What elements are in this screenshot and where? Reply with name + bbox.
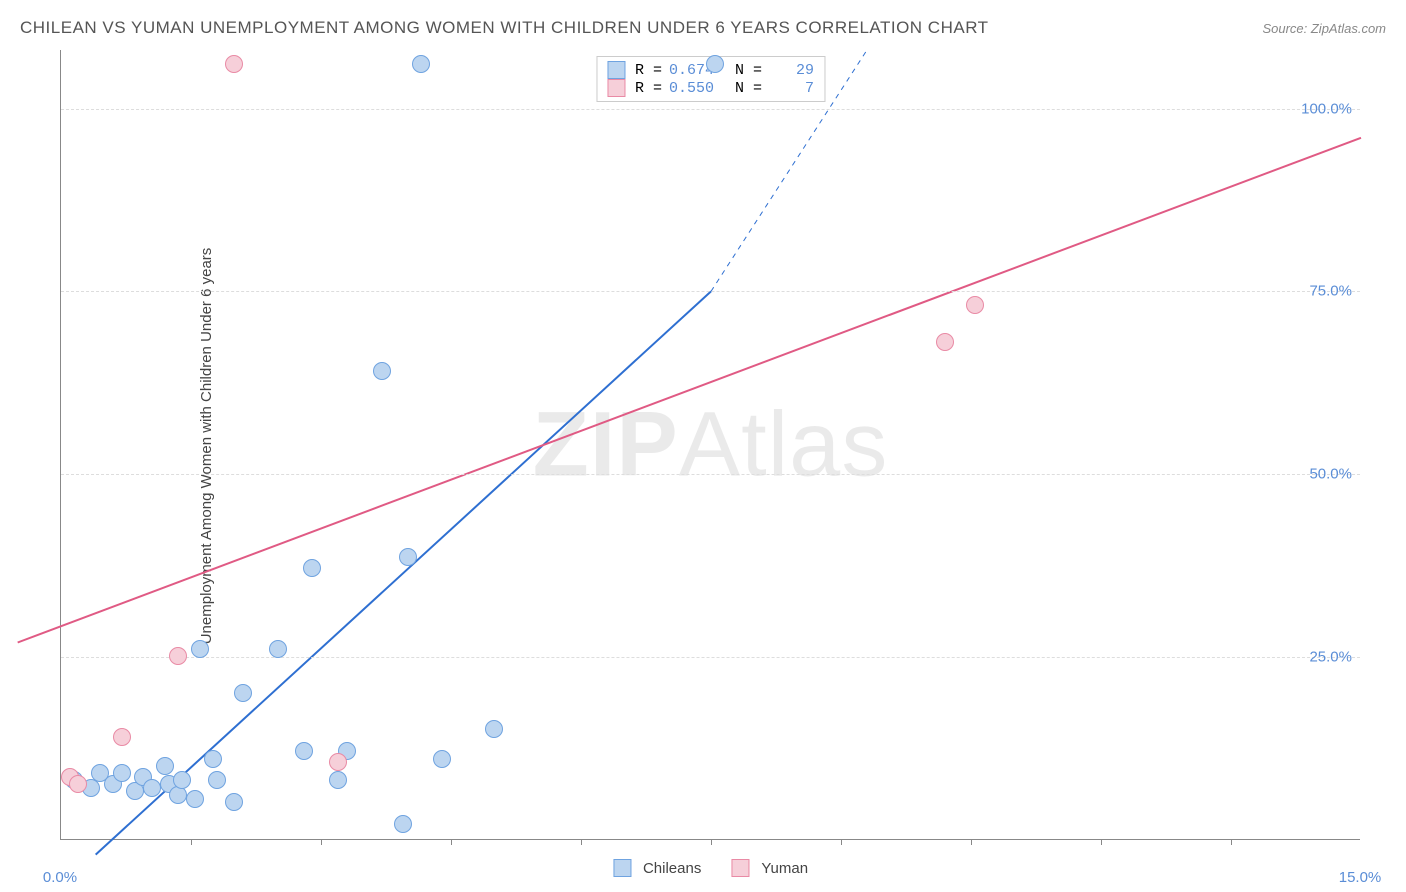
trend-line (18, 138, 1361, 643)
data-point (394, 815, 412, 833)
legend-label: Yuman (761, 860, 808, 877)
legend-swatch-yuman (731, 859, 749, 877)
watermark-text: ZIPAtlas (533, 392, 889, 497)
data-point (186, 790, 204, 808)
swatch-chileans (607, 61, 625, 79)
y-tick-label: 100.0% (1301, 100, 1352, 117)
x-tick-minor (581, 839, 582, 845)
x-tick-minor (971, 839, 972, 845)
trend-lines-svg (61, 50, 1360, 839)
data-point (485, 720, 503, 738)
legend-label: Chileans (643, 860, 701, 877)
data-point (225, 55, 243, 73)
stats-row-yuman: R = 0.550 N = 7 (607, 79, 814, 97)
data-point (269, 640, 287, 658)
y-tick-label: 50.0% (1309, 466, 1352, 483)
scatter-plot-area: ZIPAtlas R = 0.674 N = 29 R = 0.550 N = … (60, 50, 1360, 840)
swatch-yuman (607, 79, 625, 97)
data-point (69, 775, 87, 793)
r-value: 0.550 (668, 80, 714, 97)
legend-swatch-chileans (613, 859, 631, 877)
data-point (156, 757, 174, 775)
data-point (143, 779, 161, 797)
x-tick-minor (321, 839, 322, 845)
data-point (399, 548, 417, 566)
legend-item-yuman: Yuman (731, 859, 808, 877)
data-point (169, 647, 187, 665)
y-tick-label: 25.0% (1309, 649, 1352, 666)
data-point (234, 684, 252, 702)
data-point (295, 742, 313, 760)
legend-item-chileans: Chileans (613, 859, 701, 877)
gridline-horizontal (61, 109, 1360, 110)
x-tick-minor (1101, 839, 1102, 845)
data-point (936, 333, 954, 351)
y-tick-label: 75.0% (1309, 283, 1352, 300)
trend-line (96, 291, 711, 854)
data-point (433, 750, 451, 768)
data-point (173, 771, 191, 789)
data-point (113, 764, 131, 782)
gridline-horizontal (61, 291, 1360, 292)
n-value: 7 (768, 80, 814, 97)
x-tick-minor (191, 839, 192, 845)
x-tick-label: 0.0% (43, 869, 77, 886)
data-point (329, 753, 347, 771)
gridline-horizontal (61, 474, 1360, 475)
chart-title: CHILEAN VS YUMAN UNEMPLOYMENT AMONG WOME… (20, 18, 989, 38)
data-point (373, 362, 391, 380)
data-point (412, 55, 430, 73)
data-point (706, 55, 724, 73)
data-point (966, 296, 984, 314)
data-point (191, 640, 209, 658)
data-point (225, 793, 243, 811)
x-tick-label: 15.0% (1339, 869, 1382, 886)
x-tick-minor (1231, 839, 1232, 845)
data-point (113, 728, 131, 746)
source-attribution: Source: ZipAtlas.com (1262, 21, 1386, 36)
data-point (303, 559, 321, 577)
data-point (208, 771, 226, 789)
chart-header: CHILEAN VS YUMAN UNEMPLOYMENT AMONG WOME… (20, 18, 1386, 38)
n-value: 29 (768, 62, 814, 79)
x-tick-minor (841, 839, 842, 845)
x-tick-minor (711, 839, 712, 845)
gridline-horizontal (61, 657, 1360, 658)
data-point (204, 750, 222, 768)
legend-bottom: Chileans Yuman (613, 859, 808, 877)
data-point (329, 771, 347, 789)
x-tick-minor (451, 839, 452, 845)
